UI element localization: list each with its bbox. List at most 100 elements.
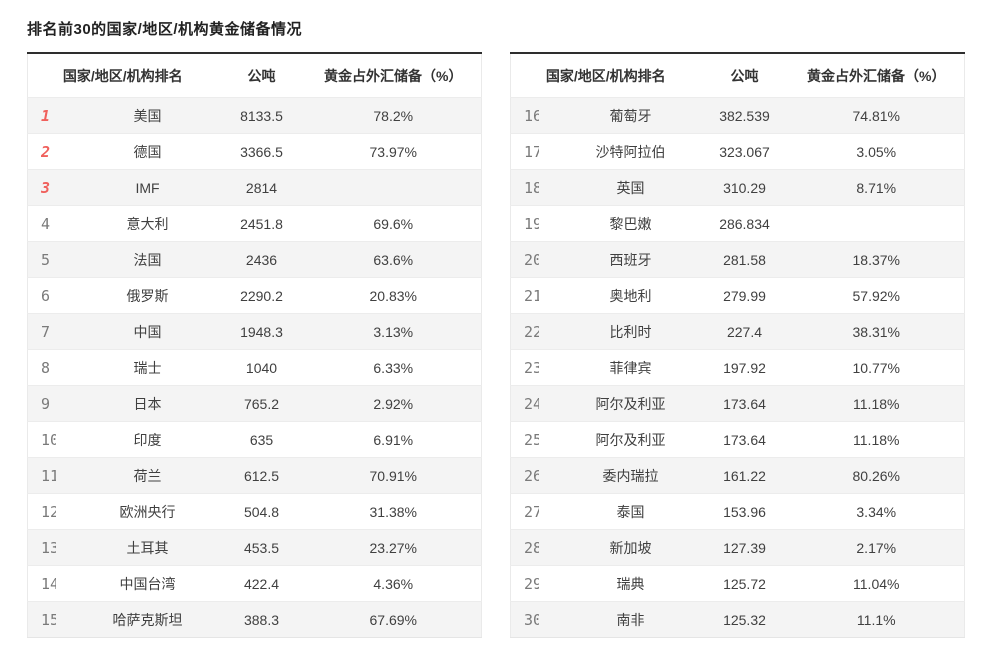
percent-value: 67.69% xyxy=(369,611,417,628)
rank-number: 24 xyxy=(524,396,539,412)
rank-number: 21 xyxy=(524,288,539,304)
rank-number: 1 xyxy=(41,108,51,124)
column-header-tons: 公吨 xyxy=(217,53,306,98)
table-row: 27 泰国 153.96 3.34% xyxy=(510,493,965,530)
percent-value: 6.33% xyxy=(373,359,414,376)
percent-value: 78.2% xyxy=(373,107,414,124)
rank-number: 10 xyxy=(41,432,56,448)
rank-cell: 17 xyxy=(511,134,561,170)
tons-value: 422.4 xyxy=(243,575,280,592)
tons-value: 153.96 xyxy=(723,503,766,520)
rank-number: 11 xyxy=(41,468,56,484)
gold-reserve-table-left: 国家/地区/机构排名 公吨 黄金占外汇储备（%） 1 美国 8133.5 78.2% 2… xyxy=(27,52,482,638)
country-name: 日本 xyxy=(133,395,162,412)
rank-cell: 22 xyxy=(511,314,561,350)
rank-number: 3 xyxy=(41,180,51,196)
table-row: 16 葡萄牙 382.539 74.81% xyxy=(510,97,965,134)
rank-cell: 2 xyxy=(28,134,78,170)
rank-number: 5 xyxy=(41,252,51,268)
rank-cell: 6 xyxy=(28,278,78,314)
country-name: 奥地利 xyxy=(609,287,652,304)
rank-number: 6 xyxy=(41,288,51,304)
rank-cell: 5 xyxy=(28,242,78,278)
tons-value: 227.4 xyxy=(726,323,763,340)
percent-value: 80.26% xyxy=(852,467,900,484)
rank-cell: 9 xyxy=(28,386,78,422)
table-row: 10 印度 635 6.91% xyxy=(27,421,482,458)
tons-value: 127.39 xyxy=(723,539,766,556)
country-name: 欧洲央行 xyxy=(119,503,176,520)
rank-cell: 15 xyxy=(28,602,78,638)
table-row: 7 中国 1948.3 3.13% xyxy=(27,313,482,350)
table-row: 8 瑞士 1040 6.33% xyxy=(27,349,482,386)
table-row: 14 中国台湾 422.4 4.36% xyxy=(27,565,482,602)
percent-value: 70.91% xyxy=(369,467,417,484)
percent-value: 6.91% xyxy=(373,431,414,448)
country-name: 沙特阿拉伯 xyxy=(595,143,666,160)
percent-value: 4.36% xyxy=(373,575,414,592)
tons-value: 323.067 xyxy=(719,143,770,160)
tons-value: 388.3 xyxy=(243,611,280,628)
percent-value: 11.04% xyxy=(853,575,900,592)
rank-number: 30 xyxy=(524,612,539,628)
country-name: 阿尔及利亚 xyxy=(595,431,666,448)
percent-value: 11.18% xyxy=(853,395,900,412)
rank-cell: 23 xyxy=(511,350,561,386)
tons-value: 173.64 xyxy=(723,431,766,448)
table-row: 3 IMF 2814 xyxy=(27,169,482,206)
rank-number: 16 xyxy=(524,108,539,124)
rank-cell: 26 xyxy=(511,458,561,494)
country-name: 黎巴嫩 xyxy=(609,215,652,232)
table-row: 15 哈萨克斯坦 388.3 67.69% xyxy=(27,601,482,638)
rank-cell: 4 xyxy=(28,206,78,242)
table-row: 1 美国 8133.5 78.2% xyxy=(27,97,482,134)
rank-cell: 18 xyxy=(511,170,561,206)
tons-value: 612.5 xyxy=(243,467,280,484)
tons-value: 161.22 xyxy=(723,467,766,484)
table-row: 23 菲律宾 197.92 10.77% xyxy=(510,349,965,386)
rank-cell: 13 xyxy=(28,530,78,566)
column-header-percent: 黄金占外汇储备（%） xyxy=(788,53,965,98)
percent-value: 74.81% xyxy=(852,107,900,124)
table-row: 9 日本 765.2 2.92% xyxy=(27,385,482,422)
rank-number: 27 xyxy=(524,504,539,520)
table-header-row: 国家/地区/机构排名 公吨 黄金占外汇储备（%） xyxy=(27,53,482,98)
percent-value: 11.1% xyxy=(856,611,896,628)
table-row: 19 黎巴嫩 286.834 xyxy=(510,205,965,242)
country-name: 土耳其 xyxy=(126,539,169,556)
percent-value: 18.37% xyxy=(852,251,900,268)
percent-value: 2.17% xyxy=(856,539,897,556)
percent-value: 3.13% xyxy=(373,323,414,340)
table-row: 22 比利时 227.4 38.31% xyxy=(510,313,965,350)
table-row: 30 南非 125.32 11.1% xyxy=(510,601,965,638)
tons-value: 1040 xyxy=(245,359,278,376)
country-name: 阿尔及利亚 xyxy=(595,395,666,412)
column-header-tons: 公吨 xyxy=(700,53,789,98)
gold-reserve-table-right: 国家/地区/机构排名 公吨 黄金占外汇储备（%） 16 葡萄牙 382.539 74.… xyxy=(510,52,965,638)
country-name: 德国 xyxy=(133,143,162,160)
tons-value: 197.92 xyxy=(723,359,766,376)
percent-value: 3.34% xyxy=(856,503,897,520)
percent-value: 3.05% xyxy=(856,143,897,160)
percent-value: 11.18% xyxy=(853,431,900,448)
country-name: 中国 xyxy=(133,323,162,340)
rank-number: 13 xyxy=(41,540,56,556)
country-name: 哈萨克斯坦 xyxy=(112,611,183,628)
column-header-rank-country: 国家/地区/机构排名 xyxy=(27,53,218,98)
percent-value: 69.6% xyxy=(373,215,414,232)
table-row: 26 委内瑞拉 161.22 80.26% xyxy=(510,457,965,494)
rank-number: 28 xyxy=(524,540,539,556)
table-row: 24 阿尔及利亚 173.64 11.18% xyxy=(510,385,965,422)
table-row: 6 俄罗斯 2290.2 20.83% xyxy=(27,277,482,314)
tons-value: 1948.3 xyxy=(240,323,283,340)
rank-number: 2 xyxy=(41,144,51,160)
country-name: 菲律宾 xyxy=(609,359,652,376)
rank-number: 4 xyxy=(41,216,51,232)
rank-cell: 21 xyxy=(511,278,561,314)
rank-cell: 24 xyxy=(511,386,561,422)
tons-value: 286.834 xyxy=(719,215,770,232)
table-row: 13 土耳其 453.5 23.27% xyxy=(27,529,482,566)
percent-value: 10.77% xyxy=(852,359,900,376)
tons-value: 125.32 xyxy=(723,611,766,628)
table-row: 2 德国 3366.5 73.97% xyxy=(27,133,482,170)
